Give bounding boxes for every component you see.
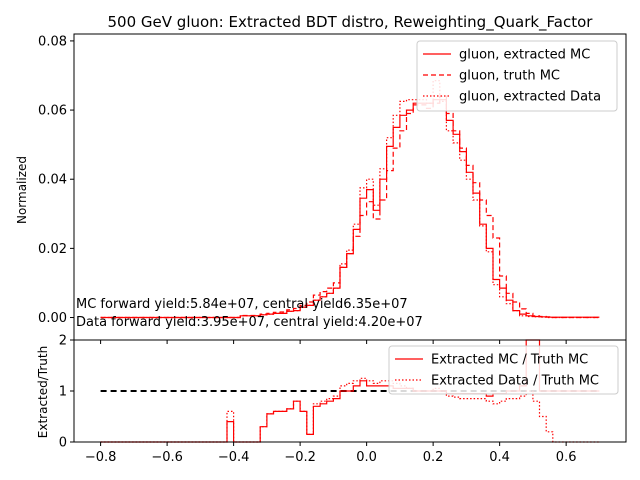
ratio-panel: 0 1 2 −0.8 −0.6 −0.4 −0.2 0.0 0.2 0.4 0.6 Extracted… bbox=[59, 334, 627, 465]
legend-box-bottom bbox=[388, 345, 619, 395]
legend-bottom: Extracted MC / Truth MC Extracted Data / … bbox=[388, 345, 619, 395]
y-axis-label-bottom: Extracted/Truth bbox=[36, 346, 50, 438]
x-tick-label-bottom-5: 0.2 bbox=[423, 450, 444, 465]
y-tick-label-top-3: 0.06 bbox=[38, 104, 67, 119]
x-tick-label-bottom-2: −0.4 bbox=[218, 450, 250, 465]
x-tick-label-bottom-7: 0.6 bbox=[556, 450, 577, 465]
legend-label-top-2: gluon, extracted Data bbox=[459, 90, 601, 105]
y-tick-label-top-2: 0.04 bbox=[38, 173, 67, 188]
legend-top: gluon, extracted MC gluon, truth MC gluon,… bbox=[416, 40, 618, 112]
legend-label-bottom-1: Extracted Data / Truth MC bbox=[431, 374, 599, 389]
y-tick-label-bottom-2: 2 bbox=[59, 334, 67, 349]
annotation-mc-yield: MC forward yield:5.84e+07, central yield… bbox=[76, 297, 408, 312]
x-tick-label-bottom-0: −0.8 bbox=[85, 450, 117, 465]
x-tick-label-bottom-6: 0.4 bbox=[489, 450, 510, 465]
x-tick-label-bottom-3: −0.2 bbox=[284, 450, 316, 465]
series-line-top-2 bbox=[100, 80, 600, 319]
x-tick-label-bottom-1: −0.6 bbox=[151, 450, 183, 465]
legend-label-bottom-0: Extracted MC / Truth MC bbox=[431, 353, 588, 368]
legend-label-top-0: gluon, extracted MC bbox=[459, 48, 590, 63]
y-tick-label-top-0: 0.00 bbox=[38, 311, 67, 326]
series-line-top-0 bbox=[100, 99, 600, 319]
legend-label-top-1: gluon, truth MC bbox=[459, 69, 560, 84]
legend-box-top bbox=[416, 40, 618, 112]
annotation-data-yield: Data forward yield:3.95e+07, central yie… bbox=[76, 315, 423, 330]
y-tick-label-bottom-1: 1 bbox=[59, 385, 67, 400]
x-tick-label-bottom-4: 0.0 bbox=[356, 450, 377, 465]
y-axis-label-top: Normalized bbox=[15, 156, 29, 224]
series-line-top-1 bbox=[100, 95, 600, 319]
y-tick-label-top-4: 0.08 bbox=[38, 34, 67, 49]
chart-title: 500 GeV gluon: Extracted BDT distro, Rew… bbox=[108, 13, 594, 32]
y-tick-label-bottom-0: 0 bbox=[59, 436, 67, 451]
y-tick-label-top-1: 0.02 bbox=[38, 242, 67, 257]
